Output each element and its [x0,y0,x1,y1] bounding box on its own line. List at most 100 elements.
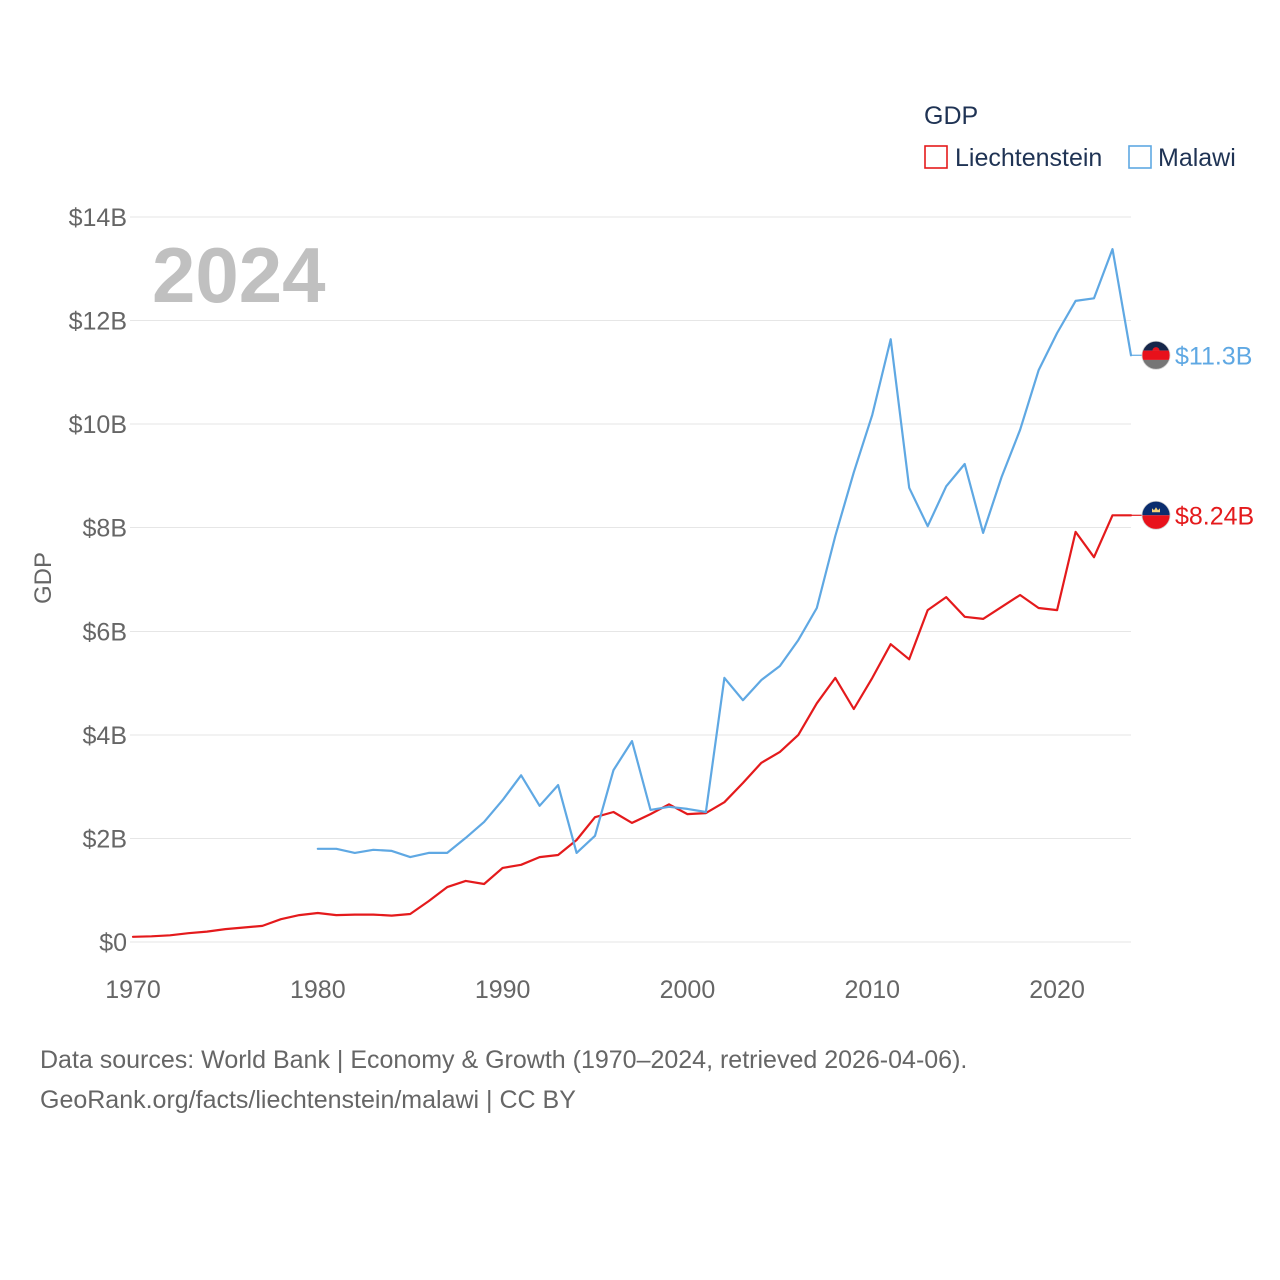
data-point-malawi [851,469,857,475]
y-tick-label: $4B [83,722,127,750]
data-point-liechtenstein [684,811,690,817]
data-point-malawi [647,807,653,813]
data-point-malawi [888,336,894,342]
data-point-liechtenstein [333,912,339,918]
data-point-malawi [666,804,672,810]
data-point-liechtenstein [1017,592,1023,598]
data-point-liechtenstein [740,780,746,786]
legend-label-liechtenstein: Liechtenstein [955,144,1102,172]
data-point-malawi [500,797,506,803]
data-point-liechtenstein [888,641,894,647]
data-point-malawi [463,835,469,841]
data-point-liechtenstein [980,616,986,622]
data-point-malawi [1036,367,1042,373]
data-point-liechtenstein [925,607,931,613]
y-axis-title: GDP [30,552,57,604]
data-point-malawi [537,803,543,809]
y-tick-label: $8B [83,515,127,543]
data-point-malawi [703,809,709,815]
data-point-malawi [481,819,487,825]
end-value-label-liechtenstein: $8.24B [1175,502,1254,530]
x-tick-label: 1990 [475,976,531,1004]
data-point-malawi [629,738,635,744]
data-point-malawi [721,675,727,681]
data-point-malawi [315,846,321,852]
data-point-malawi [352,850,358,856]
data-point-liechtenstein [795,732,801,738]
data-point-liechtenstein [1073,529,1079,535]
data-point-liechtenstein [222,926,228,932]
series-line-malawi [316,248,1133,859]
data-point-malawi [906,485,912,491]
data-point-malawi [999,474,1005,480]
data-point-malawi [389,848,395,854]
data-point-liechtenstein [500,865,506,871]
series-lines [130,246,1133,940]
legend-label-malawi: Malawi [1158,144,1236,172]
series-line-liechtenstein [131,514,1133,938]
data-point-liechtenstein [814,700,820,706]
data-point-liechtenstein [389,913,395,919]
data-point-liechtenstein [592,814,598,820]
data-point-malawi [795,637,801,643]
y-tick-label: $2B [83,825,127,853]
data-point-liechtenstein [999,604,1005,610]
data-point-malawi [1054,330,1060,336]
data-point-malawi [980,530,986,536]
data-point-malawi [333,846,339,852]
data-point-liechtenstein [481,881,487,887]
data-point-malawi [740,697,746,703]
data-point-liechtenstein [721,799,727,805]
data-point-liechtenstein [906,656,912,662]
end-value-label-malawi: $11.3B [1175,342,1252,370]
data-point-liechtenstein [1110,512,1116,518]
legend-item-liechtenstein[interactable]: Liechtenstein [924,144,1102,172]
x-tick-label: 1970 [105,976,161,1004]
data-point-liechtenstein [629,820,635,826]
data-point-malawi [426,850,432,856]
series-end-labels: $8.24B $11.3B [1131,340,1254,530]
data-point-malawi [574,850,580,856]
data-point-liechtenstein [444,884,450,890]
malawi-flag-icon [1141,340,1171,370]
data-point-malawi [518,772,524,778]
data-point-malawi [555,782,561,788]
data-point-liechtenstein [611,809,617,815]
x-tick-label: 2010 [844,976,900,1004]
data-point-liechtenstein [518,862,524,868]
y-tick-label: $10B [69,411,127,439]
legend-title: GDP [924,102,978,130]
gridlines [130,216,1131,943]
data-point-liechtenstein [185,930,191,936]
legend-swatch-liechtenstein [924,145,948,169]
data-point-malawi [444,850,450,856]
x-tick-label: 2020 [1029,976,1085,1004]
data-point-malawi [370,847,376,853]
footer-data-sources: Data sources: World Bank | Economy & Gro… [40,1046,967,1074]
data-point-malawi [962,461,968,467]
data-point-malawi [1110,246,1116,252]
y-tick-label: $0 [99,929,127,957]
data-point-malawi [869,412,875,418]
data-point-malawi [814,605,820,611]
legend-item-malawi[interactable]: Malawi [1128,144,1236,172]
data-point-liechtenstein [426,898,432,904]
data-point-liechtenstein [296,912,302,918]
data-point-malawi [684,806,690,812]
data-point-liechtenstein [241,925,247,931]
data-point-liechtenstein [352,912,358,918]
y-axis-ticks: $0 $2B $4B $6B $8B $10B $12B $14B [69,204,127,957]
data-point-liechtenstein [130,934,136,940]
data-point-malawi [592,833,598,839]
data-point-liechtenstein [148,933,154,939]
x-axis-ticks: 1970 1980 1990 2000 2010 2020 [105,976,1085,1004]
data-point-liechtenstein [943,594,949,600]
data-point-liechtenstein [370,912,376,918]
data-point-liechtenstein [555,852,561,858]
data-point-malawi [1091,295,1097,301]
data-point-liechtenstein [315,910,321,916]
data-point-liechtenstein [167,932,173,938]
x-tick-label: 2000 [660,976,716,1004]
data-point-liechtenstein [851,706,857,712]
